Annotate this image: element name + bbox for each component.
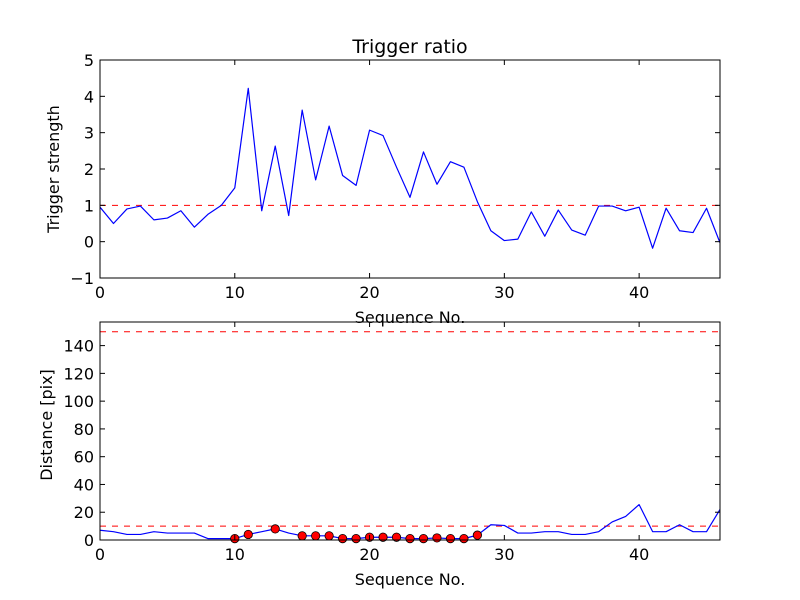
bottom-y-tick-label: 80 bbox=[74, 420, 94, 439]
bottom-data-marker bbox=[351, 534, 361, 544]
top-x-tick-label: 0 bbox=[95, 283, 105, 302]
distance-panel: Distance [pix] Sequence No. 0 10 20 30 40 0 20… bbox=[37, 321, 721, 589]
bottom-data-marker bbox=[338, 534, 348, 544]
top-x-axis-label: Sequence No. bbox=[355, 308, 466, 327]
top-series-line-0 bbox=[100, 87, 720, 249]
top-x-tick-label: 40 bbox=[629, 283, 649, 302]
bottom-data-marker bbox=[418, 534, 429, 544]
top-x-tick-label: 30 bbox=[494, 283, 514, 302]
top-y-tick-label: 1 bbox=[84, 196, 94, 215]
bottom-data-marker bbox=[432, 533, 442, 543]
top-y-tick-label: 5 bbox=[84, 51, 94, 70]
bottom-data-marker bbox=[378, 532, 388, 542]
top-y-axis-label: Trigger strength bbox=[44, 105, 63, 234]
bottom-x-tick-label: 10 bbox=[225, 545, 245, 564]
top-y-tick-label: −1 bbox=[70, 269, 94, 288]
bottom-data-marker bbox=[297, 531, 307, 541]
top-y-tick-label: 2 bbox=[84, 160, 94, 179]
bottom-data-marker bbox=[459, 534, 469, 544]
bottom-y-tick-label: 0 bbox=[84, 531, 94, 550]
top-y-tick-label: 0 bbox=[84, 233, 94, 252]
bottom-x-tick-label: 40 bbox=[629, 545, 649, 564]
bottom-data-marker bbox=[311, 531, 321, 541]
bottom-x-tick-label: 0 bbox=[95, 545, 105, 564]
bottom-y-tick-label: 120 bbox=[63, 364, 94, 383]
bottom-x-tick-label: 30 bbox=[494, 545, 514, 564]
bottom-y-axis-label: Distance [pix] bbox=[37, 369, 56, 481]
bottom-x-tick-label: 20 bbox=[359, 545, 379, 564]
bottom-y-tick-label: 100 bbox=[63, 392, 94, 411]
bottom-data-marker bbox=[405, 534, 415, 544]
bottom-y-tick-label: 20 bbox=[74, 503, 94, 522]
bottom-y-tick-label: 40 bbox=[74, 475, 94, 494]
bottom-data-marker bbox=[324, 531, 334, 541]
bottom-data-marker bbox=[472, 530, 482, 540]
top-y-tick-label: 3 bbox=[84, 124, 94, 143]
top-x-tick-label: 10 bbox=[225, 283, 245, 302]
bottom-data-marker bbox=[270, 524, 280, 534]
bottom-axes-frame bbox=[99, 321, 721, 541]
bottom-data-marker bbox=[243, 529, 253, 540]
bottom-y-tick-label: 140 bbox=[63, 337, 94, 356]
bottom-x-axis-label: Sequence No. bbox=[355, 570, 466, 589]
top-y-tick-label: 4 bbox=[84, 87, 94, 106]
top-x-tick-label: 20 bbox=[359, 283, 379, 302]
top-chart-title: Trigger ratio bbox=[351, 36, 467, 58]
top-plot-area bbox=[100, 87, 720, 249]
bottom-data-marker bbox=[391, 532, 402, 542]
bottom-y-tick-label: 60 bbox=[74, 448, 94, 467]
bottom-data-marker bbox=[445, 534, 456, 544]
